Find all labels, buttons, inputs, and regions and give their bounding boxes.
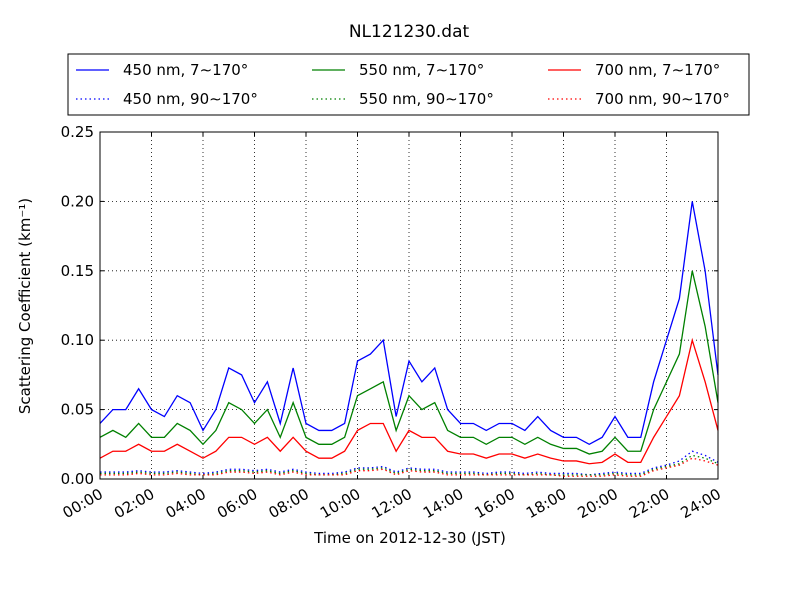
y-axis-label: Scattering Coefficient (km⁻¹) [16, 198, 34, 414]
legend-label: 550 nm, 90∼170° [359, 90, 494, 108]
x-axis-label: Time on 2012-12-30 (JST) [313, 529, 506, 547]
legend-box [67, 53, 750, 116]
y-tick-label: 0.05 [61, 401, 94, 419]
plot-frame [99, 131, 719, 480]
legend-label: 550 nm, 7∼170° [359, 61, 484, 79]
series-line [99, 270, 719, 455]
y-tick-label: 0.10 [61, 331, 94, 349]
legend-label: 700 nm, 7∼170° [595, 61, 720, 79]
legend-label: 450 nm, 7∼170° [123, 61, 248, 79]
series-line [99, 337, 719, 465]
series-line [99, 201, 719, 446]
y-tick-label: 0.20 [61, 192, 94, 210]
y-tick-label: 0.25 [61, 123, 94, 141]
legend-label: 700 nm, 90∼170° [595, 90, 730, 108]
chart-title: NL121230.dat [349, 22, 470, 42]
y-tick-label: 0.00 [61, 470, 94, 488]
legend-label: 450 nm, 90∼170° [123, 90, 258, 108]
y-tick-label: 0.15 [61, 262, 94, 280]
